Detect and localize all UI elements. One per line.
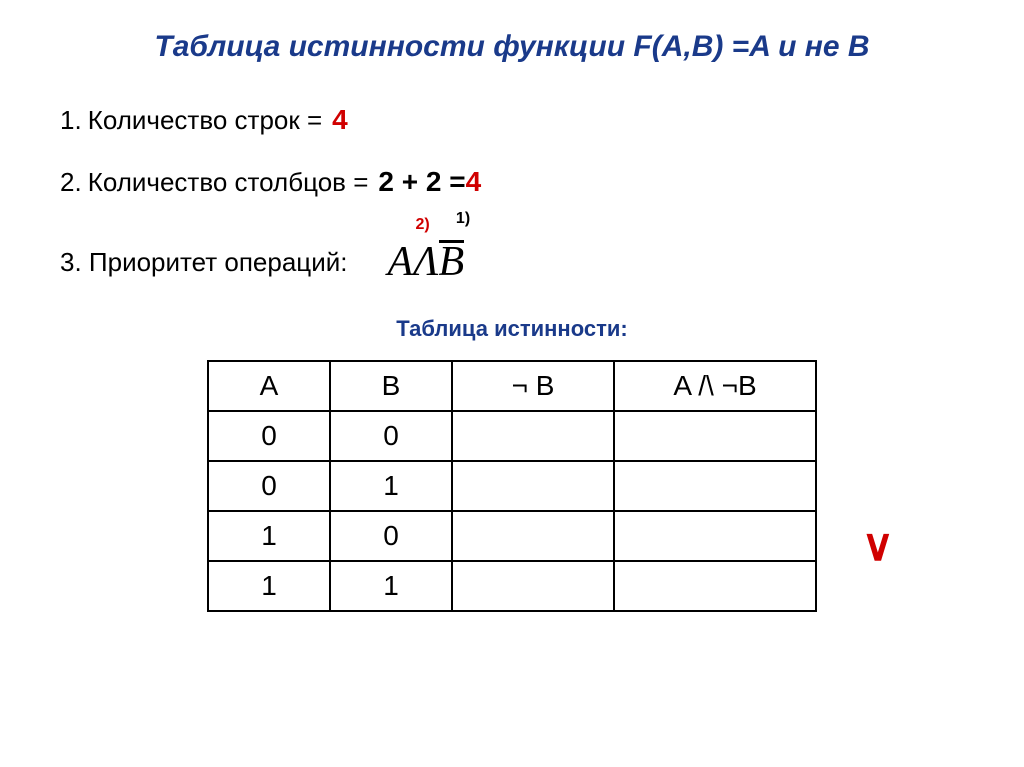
cell: [614, 411, 816, 461]
annotation-2: 2): [415, 216, 429, 234]
line-1-label: Количество строк =: [88, 105, 322, 136]
cell: [452, 511, 614, 561]
formula-and: Λ: [413, 239, 438, 285]
formula-a: A: [387, 239, 413, 285]
formula-not-b: B: [439, 238, 465, 286]
cell: 0: [330, 411, 452, 461]
line-2-number: 2.: [60, 167, 82, 198]
cell: 1: [330, 461, 452, 511]
cell: 0: [208, 461, 330, 511]
title-formula: F(A,B) =A и не B: [633, 30, 869, 63]
line-3: 3. Приоритет операций: 2) 1) AΛB: [60, 238, 964, 286]
priority-formula: 2) 1) AΛB: [387, 238, 464, 286]
cell: [452, 411, 614, 461]
title-prefix: Таблица истинности функции: [154, 30, 633, 63]
table-header-row: A B ¬ B A /\ ¬B: [208, 361, 816, 411]
line-2-label: Количество столбцов =: [88, 167, 369, 198]
table-row: 0 0: [208, 411, 816, 461]
line-3-prefix: 3. Приоритет операций:: [60, 247, 347, 278]
cell: 1: [208, 511, 330, 561]
cell: [452, 561, 614, 611]
line-3-number: 3.: [60, 247, 82, 277]
table-caption: Таблица истинности:: [60, 316, 964, 342]
th-a: A: [208, 361, 330, 411]
cell: 1: [208, 561, 330, 611]
table-row: 1 1: [208, 561, 816, 611]
cell: 1: [330, 561, 452, 611]
chevron-icon: ∨: [862, 520, 894, 571]
truth-table: A B ¬ B A /\ ¬B 0 0 0 1 1 0: [207, 360, 817, 612]
cell: [614, 461, 816, 511]
table-wrap: A B ¬ B A /\ ¬B 0 0 0 1 1 0: [60, 360, 964, 612]
th-notb: ¬ B: [452, 361, 614, 411]
table-row: 1 0: [208, 511, 816, 561]
line-2-result: 4: [466, 166, 482, 198]
line-2: 2. Количество столбцов = 2 + 2 = 4: [60, 166, 964, 198]
line-1: 1. Количество строк = 4: [60, 104, 964, 136]
line-3-label: Приоритет операций:: [89, 247, 348, 277]
th-b: B: [330, 361, 452, 411]
line-1-value: 4: [332, 104, 348, 136]
page-title: Таблица истинности функции F(A,B) =A и н…: [60, 30, 964, 64]
line-1-number: 1.: [60, 105, 82, 136]
annotation-1: 1): [456, 210, 470, 228]
cell: [614, 511, 816, 561]
cell: 0: [208, 411, 330, 461]
line-2-expr: 2 + 2 =: [378, 166, 465, 198]
th-result: A /\ ¬B: [614, 361, 816, 411]
cell: [614, 561, 816, 611]
table-row: 0 1: [208, 461, 816, 511]
cell: [452, 461, 614, 511]
cell: 0: [330, 511, 452, 561]
